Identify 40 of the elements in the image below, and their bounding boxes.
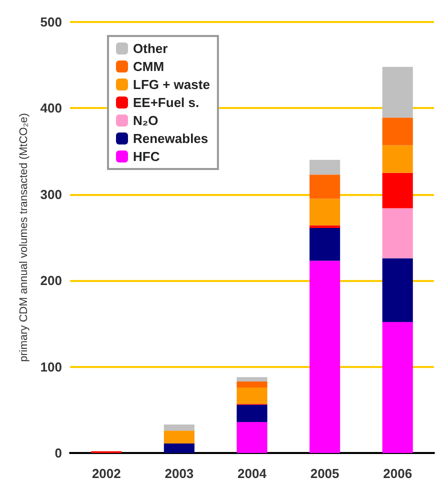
- bar: [382, 322, 413, 453]
- bar: [382, 145, 413, 173]
- bar: [382, 66, 413, 118]
- y-tick-label: 300: [40, 186, 62, 202]
- y-tick-label: 500: [40, 14, 62, 30]
- legend-label: Other: [133, 41, 168, 56]
- bar: [164, 444, 194, 453]
- bar: [236, 387, 268, 404]
- bar: [236, 404, 268, 422]
- legend-label: CMM: [133, 59, 164, 74]
- y-tick-label: 200: [40, 273, 62, 288]
- bar: [236, 381, 268, 388]
- y-tick-label: 100: [40, 359, 62, 374]
- bar: [164, 424, 194, 431]
- bar: [236, 422, 268, 453]
- bar: [164, 430, 194, 444]
- bar: [310, 228, 340, 261]
- y-tick-label: 0: [54, 446, 62, 460]
- bar: [382, 118, 413, 146]
- x-tick-label: 2006: [383, 466, 412, 481]
- x-tick-label: 2002: [92, 466, 121, 481]
- y-axis-title: primary CDM annual volumes transacted (MtCO₂e): [18, 113, 30, 362]
- legend-label: N₂O: [133, 113, 158, 128]
- legend-label: HFC: [133, 149, 160, 164]
- bar: [382, 172, 413, 208]
- legend-label: LFG + waste: [133, 77, 210, 92]
- bar: [236, 377, 268, 382]
- x-tick-label: 2005: [310, 466, 340, 481]
- bar: [310, 260, 340, 453]
- y-tick-label: 400: [40, 100, 62, 116]
- legend-label: EE+Fuel s.: [133, 95, 200, 110]
- x-tick-label: 2003: [164, 466, 194, 481]
- bar: [310, 174, 340, 199]
- bar: [310, 198, 340, 226]
- x-tick-label: 2004: [238, 466, 268, 481]
- bar: [310, 160, 340, 175]
- legend-label: Renewables: [133, 131, 208, 146]
- bar: [382, 258, 413, 322]
- bar: [310, 225, 340, 228]
- bar: [382, 208, 413, 258]
